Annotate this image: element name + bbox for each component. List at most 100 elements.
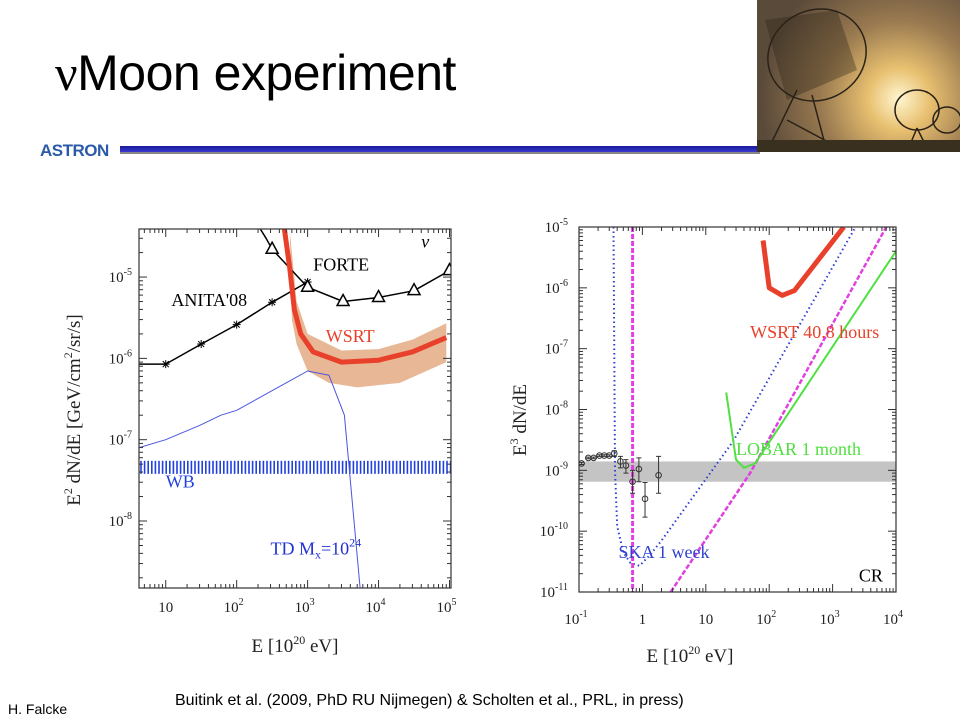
tick-exponent: 3 [310,597,315,608]
label-text: CR [859,565,883,585]
label-text: FORTE [313,255,369,275]
wsrt-uncertainty-band [289,229,447,388]
data-point [596,452,603,459]
label-text: WSRT 40.8 hours [750,322,879,342]
label-wsrt-40-8-hours: WSRT 40.8 hours [750,322,879,342]
series-anita-08 [139,281,308,365]
y-axis-title: E2 dN/dE [GeV/cm2/sr/s] [61,314,85,505]
label-forte: FORTE [313,255,369,275]
plot-area [579,227,896,592]
tick-base: 10 [545,342,560,358]
series-wsrt [281,229,448,365]
x-tick-label: 104 [366,597,386,616]
y-tick-label: 10-6 [545,278,568,297]
series-forte-triangle-marker [335,292,351,307]
series-forte-triangle-marker [371,288,386,303]
label-text: =10 [321,538,349,558]
tick-base: 10 [545,403,560,419]
title-text: Moon experiment [77,45,456,101]
y-tick-label: 10-10 [540,521,568,540]
tick-exponent: -6 [560,278,568,289]
label-anita-08: ANITA'08 [171,290,247,310]
data-point [617,458,624,465]
x-tick-label: 10-1 [564,609,587,628]
tick-base: 10 [366,600,381,616]
tick-exponent: 5 [451,597,456,608]
errorbar [656,455,662,494]
author-label: H. Falcke [8,701,68,717]
y-axis-title-part: 2 [61,488,75,494]
y-tick-label: 10-11 [540,582,568,601]
label-ska-1-week: SKA 1 week [619,542,710,562]
series-anita-08-star-marker [161,360,170,369]
label-td-m: TD Mx=1024 [271,535,362,561]
tick-base: 10 [109,351,124,367]
tick-base: 10 [109,270,124,286]
tick-base: 10 [756,612,771,628]
x-axis-title-part: 20 [688,643,700,657]
series-ska-1-week [612,227,857,567]
errorbar [606,454,612,457]
x-tick-label: 1 [639,612,647,628]
tick-base: 10 [545,463,560,479]
y-tick-label: 10-5 [545,217,568,236]
tick-base: 10 [224,600,239,616]
astron-logo: ASTRON [40,141,109,160]
label-superscript: 24 [349,535,361,549]
tick-base: 10 [883,612,898,628]
x-tick-label: 105 [436,597,456,616]
tick-exponent: -5 [124,267,132,278]
series-td-mx-10-24 [139,370,361,588]
tick-exponent: 4 [381,597,386,608]
x-tick-label: 102 [224,597,244,616]
data-point [629,478,636,486]
tick-exponent: -8 [124,511,132,522]
series-forte-triangle-marker [442,262,451,276]
x-axis-title-part: eV] [305,636,338,657]
errorbar [579,461,585,465]
y-tick-label: 10-5 [109,267,132,286]
tick-base: 10 [109,433,124,449]
y-axis-title-part: /sr/s] [64,314,85,352]
ticks [139,229,451,588]
errorbar [591,456,597,460]
tick-exponent: -7 [560,339,568,350]
series-forte-triangle-marker [264,240,280,254]
x-axis-title: E [1020 eV] [647,643,734,667]
tick-exponent: -11 [555,582,568,593]
label-cr: CR [859,565,883,585]
tick-base: 10 [109,514,124,530]
tick-exponent: -10 [555,521,568,532]
tick-base: 10 [158,600,173,616]
series-wsrt-40-8-hours [760,227,846,298]
tick-exponent: 2 [239,597,244,608]
x-tick-label: 10 [698,612,713,628]
y-axis-title-part: 2 [61,352,75,358]
series-lobar-1-month [725,250,896,469]
y-axis-title-part: E [510,444,531,456]
data-point [610,450,618,457]
label-text: ANITA'08 [171,290,247,310]
reference-citation: Buitink et al. (2009, PhD RU Nijmegen) &… [175,692,684,709]
x-tick-label: 103 [295,597,315,616]
errorbar [642,482,648,518]
x-axis-title-part: E [10 [252,636,294,657]
data-point [590,454,597,462]
errorbar [636,457,642,483]
data-point [600,452,608,459]
tick-base: 10 [545,281,560,297]
tick-base: 10 [820,612,835,628]
label-subscript: x [315,547,321,561]
x-tick-label: 10 [158,600,173,616]
errorbar [585,456,591,460]
series-forte-triangle-marker [406,282,422,296]
x-tick-label: 103 [820,609,840,628]
tick-exponent: -5 [560,217,568,228]
label-text: ν [421,232,429,252]
x-axis-title: E [1020 eV] [252,633,339,657]
series-magenta [669,227,888,592]
title-nu-symbol: ν [55,45,78,101]
cosmic-ray-flux-chart: 10-1 1 10 102 103 10410-1110-1010-910-810-710… [507,217,903,667]
